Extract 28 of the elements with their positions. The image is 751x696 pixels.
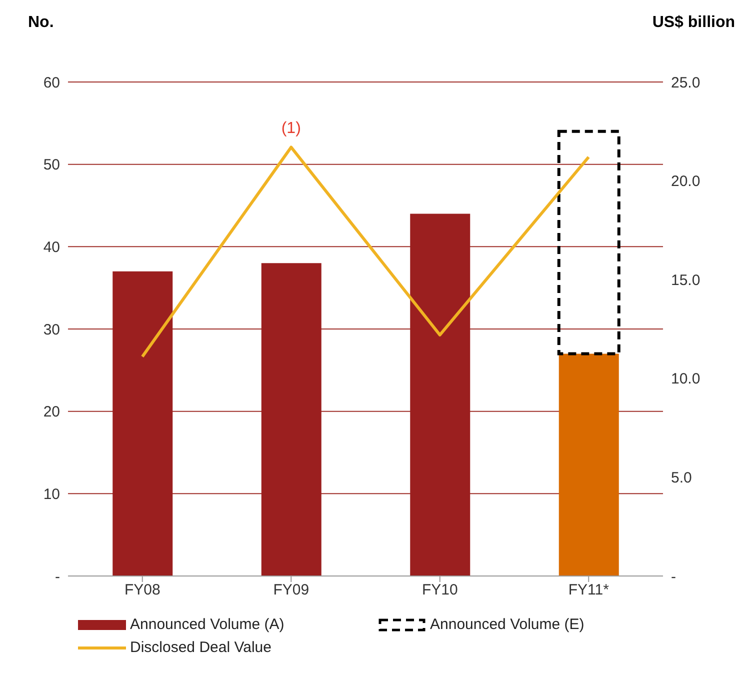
y2-tick-label: 20.0 [671,173,700,190]
y2-tick-label: 15.0 [671,272,700,289]
annotation: (1) [281,120,301,138]
bar [410,214,470,576]
y-tick-label: 10 [43,486,60,503]
x-tick-label: FY11* [568,582,610,599]
x-tick-label: FY08 [124,582,160,599]
y2-axis-title: US$ billion [652,14,735,32]
x-tick-label: FY10 [422,582,458,599]
y-tick-label: 20 [43,404,60,421]
y-axis-title: No. [28,14,54,32]
y2-tick-label: 25.0 [671,74,700,92]
y2-tick-label: 10.0 [671,370,700,388]
y-tick-label: - [55,568,60,586]
y-tick-label: 60 [43,74,60,92]
y2-tick-label: 5.0 [671,470,692,487]
y2-tick-label: - [671,568,676,586]
bar [558,354,619,576]
legend-label: Disclosed Deal Value [130,639,272,656]
x-tick-label: FY09 [273,582,310,599]
bar [112,271,173,576]
y-tick-label: 50 [43,156,60,174]
y-tick-label: 30 [43,321,60,338]
legend-label: Announced Volume (E) [430,616,584,633]
bar [261,263,322,576]
y-tick-label: 40 [43,238,60,256]
line-series [140,146,590,358]
legend-label: Announced Volume (A) [130,616,284,633]
